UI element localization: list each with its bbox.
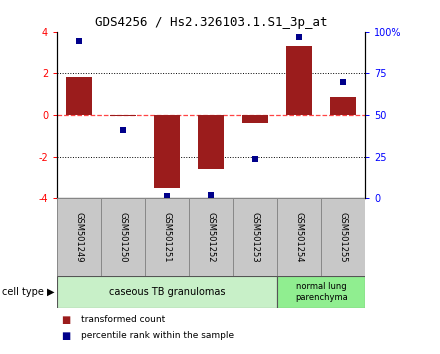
Text: transformed count: transformed count (81, 315, 165, 324)
Bar (330, 97, 356, 115)
Bar (277, 276, 365, 308)
Text: ■: ■ (62, 315, 71, 325)
Bar (101, 198, 145, 276)
Bar (110, 115, 136, 116)
Text: GSM501255: GSM501255 (339, 212, 348, 262)
Text: GSM501254: GSM501254 (295, 212, 304, 262)
Bar (154, 115, 180, 188)
Text: normal lung
parenchyma: normal lung parenchyma (295, 282, 348, 302)
Text: GSM501253: GSM501253 (251, 212, 260, 263)
Text: ■: ■ (62, 331, 71, 341)
Bar (66, 76, 92, 115)
Text: GSM501249: GSM501249 (75, 212, 84, 262)
Bar (286, 46, 312, 115)
Bar (233, 198, 277, 276)
Title: GDS4256 / Hs2.326103.1.S1_3p_at: GDS4256 / Hs2.326103.1.S1_3p_at (95, 16, 327, 29)
Text: percentile rank within the sample: percentile rank within the sample (81, 331, 235, 340)
Bar (198, 115, 224, 169)
Bar (57, 198, 101, 276)
Text: GSM501250: GSM501250 (119, 212, 128, 262)
Bar (277, 198, 321, 276)
Text: GSM501251: GSM501251 (163, 212, 172, 262)
Bar (321, 198, 365, 276)
Bar (189, 198, 233, 276)
Text: GSM501252: GSM501252 (207, 212, 216, 262)
Bar (57, 276, 277, 308)
Bar (242, 115, 268, 124)
Text: caseous TB granulomas: caseous TB granulomas (109, 287, 225, 297)
Text: cell type ▶: cell type ▶ (2, 287, 55, 297)
Bar (145, 198, 189, 276)
